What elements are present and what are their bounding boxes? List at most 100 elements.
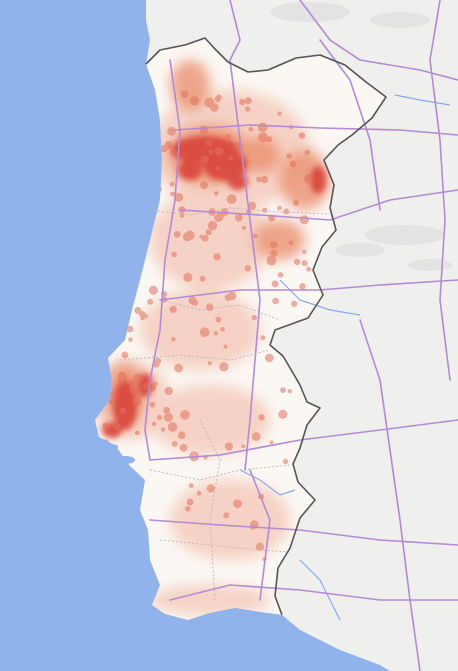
heat-dot (113, 422, 121, 431)
heat-dot (277, 272, 284, 278)
heat-dot (257, 122, 268, 133)
heat-dot (153, 184, 162, 194)
heat-dot (241, 444, 246, 449)
heat-dot (244, 97, 252, 105)
heat-dot (170, 148, 178, 156)
heat-dot (200, 155, 209, 164)
heat-dot (102, 422, 110, 430)
heat-dot (141, 217, 147, 223)
heat-dot (214, 191, 219, 196)
heat-dot (171, 251, 177, 258)
heat-dot (199, 327, 210, 338)
heat-dot (140, 209, 148, 217)
heat-dot (253, 233, 258, 239)
heat-dot (278, 409, 288, 419)
heat-dot (188, 483, 194, 489)
heat-dot (206, 484, 215, 493)
heat-dot (213, 253, 221, 261)
spain-land (146, 0, 458, 671)
heat-dot (179, 443, 188, 452)
heat-dot (207, 220, 218, 231)
heat-dot (167, 126, 176, 136)
heat-dot (220, 327, 225, 332)
heat-dot (185, 506, 191, 512)
heat-dot (134, 216, 144, 227)
heat-dot (142, 382, 151, 390)
heat-dot (272, 297, 279, 305)
heat-dot (271, 280, 279, 288)
heat-dot (108, 392, 115, 399)
heat-dot (132, 396, 142, 407)
heat-dot (223, 512, 230, 519)
heatmap-layer (95, 60, 330, 615)
heat-dot (174, 192, 184, 202)
heat-dot (185, 230, 195, 241)
heat-dot (224, 442, 233, 451)
heat-dot (167, 422, 178, 432)
heat-dot (302, 249, 307, 254)
heat-dot (154, 357, 162, 365)
road-network (144, 0, 458, 671)
heat-dot (148, 285, 158, 295)
heat-dot (205, 229, 212, 236)
heat-dot (283, 208, 290, 215)
heat-dot (157, 414, 163, 420)
heat-dot (190, 96, 200, 106)
heat-dot (298, 132, 306, 139)
heat-dot (177, 431, 186, 440)
heat-dot (233, 499, 242, 508)
heat-dot (277, 205, 282, 211)
heat-dot (226, 133, 231, 139)
heat-dot (200, 181, 209, 190)
heat-dot (213, 331, 219, 336)
heat-dot (149, 401, 156, 408)
heat-dot (224, 293, 233, 301)
heat-dot (214, 146, 224, 156)
heat-dot (266, 255, 277, 266)
heat-dot (119, 407, 127, 414)
heat-dot (169, 181, 175, 187)
heat-dot (228, 155, 234, 161)
heat-dot (244, 265, 251, 272)
heat-dot (199, 275, 206, 282)
heat-dot (255, 542, 265, 551)
heat-dot (171, 441, 178, 447)
heat-dot (136, 391, 144, 399)
heat-dot (292, 199, 300, 206)
heat-dot (133, 373, 142, 382)
heat-dot (151, 421, 157, 427)
heat-dot (153, 381, 158, 386)
estuaries (106, 444, 135, 464)
heat-dot (205, 139, 213, 147)
heat-dot (241, 225, 246, 230)
heat-dot (251, 432, 261, 441)
heat-dot (180, 90, 189, 98)
heat-dot (244, 106, 251, 112)
heat-dot (219, 362, 229, 372)
heat-dot (147, 211, 156, 220)
heat-dot (164, 412, 172, 420)
heat-dot (269, 440, 274, 445)
admin-boundaries (119, 207, 331, 601)
heat-dot (289, 160, 297, 168)
national-border (145, 37, 387, 616)
heat-dot (256, 176, 262, 183)
heat-dot (282, 458, 289, 465)
heat-dot (199, 125, 209, 135)
heat-dot (210, 103, 219, 112)
heat-dot (128, 192, 135, 200)
heat-dot (134, 430, 140, 436)
heat-dot (214, 95, 221, 103)
heat-dot (299, 215, 309, 225)
heat-dot (147, 298, 154, 305)
heat-dot (163, 406, 171, 414)
heat-dot (205, 303, 214, 312)
heat-dot (258, 132, 268, 143)
heat-dot (121, 351, 129, 359)
heat-dot (299, 283, 306, 290)
heat-dot (291, 300, 298, 307)
heat-dot (207, 361, 212, 366)
heat-dot (142, 97, 148, 103)
